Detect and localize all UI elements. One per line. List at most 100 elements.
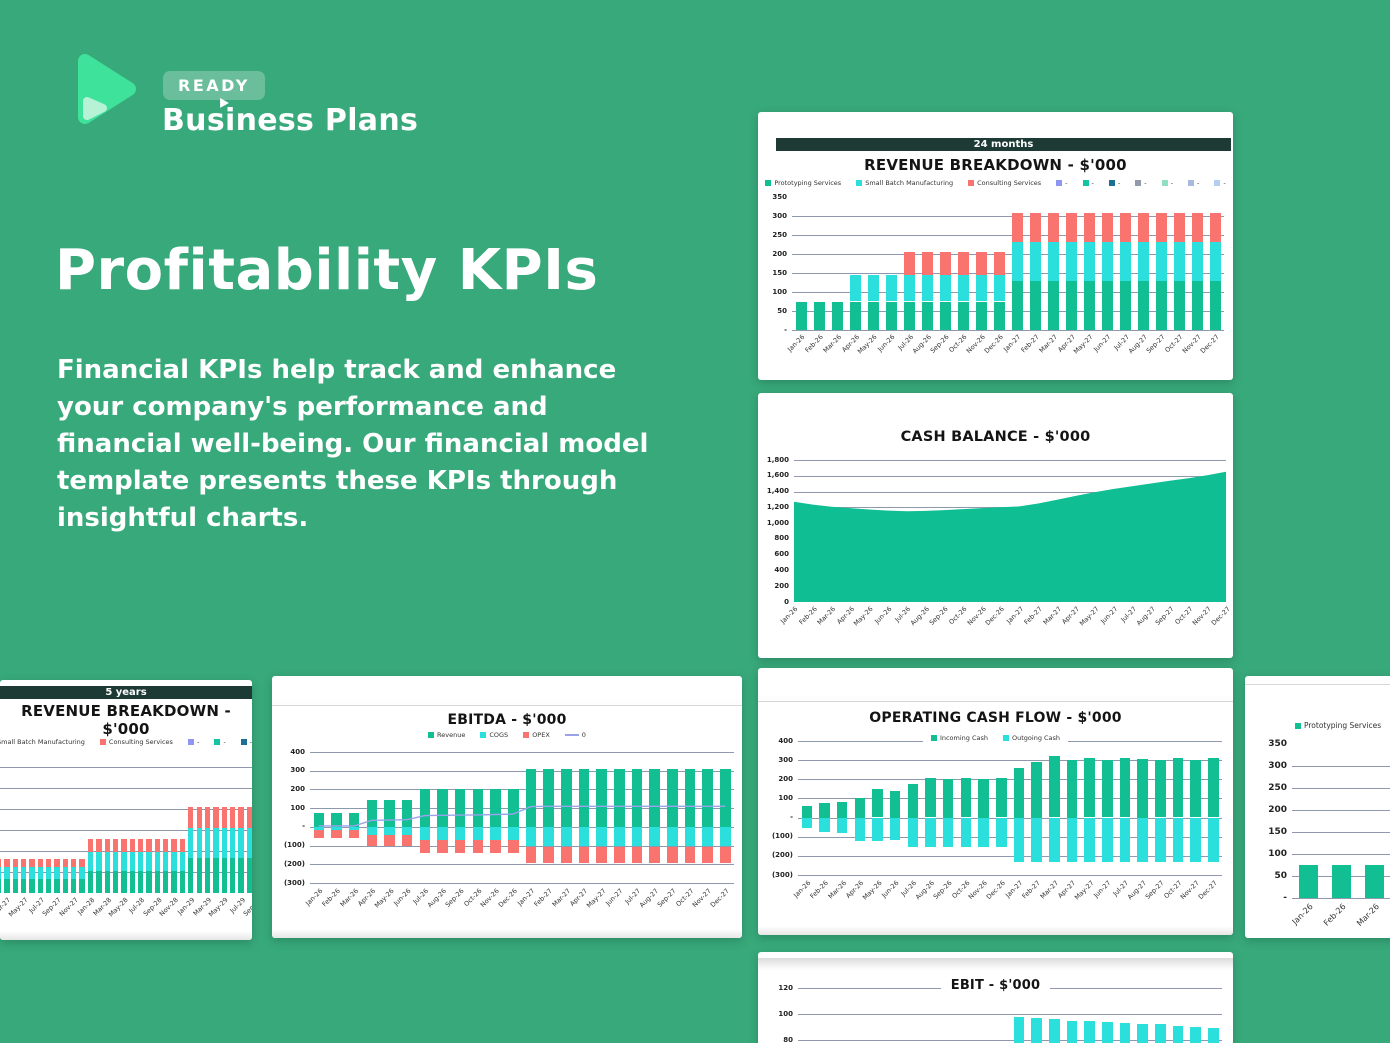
bar-segment — [1137, 758, 1148, 818]
bar-segment — [62, 867, 69, 879]
bar-segment — [112, 839, 119, 852]
bar-segment — [1137, 817, 1148, 862]
bar-segment — [1031, 1017, 1042, 1043]
bar-segment — [1173, 213, 1185, 242]
bar-segment — [836, 817, 848, 833]
panel-bottom-shade — [0, 931, 252, 940]
chart-title: REVENUE BREAKDOWN - $'000 — [21, 702, 231, 738]
bar-segment — [20, 859, 27, 867]
panel-top-shade — [758, 958, 1233, 970]
bar-segment — [854, 797, 866, 818]
gridline — [310, 752, 734, 753]
gridline — [0, 788, 252, 789]
bar-segment — [62, 878, 69, 893]
bar-segment — [129, 852, 135, 871]
bar-segment — [684, 769, 696, 827]
bar-segment — [1029, 241, 1041, 282]
y-axis-tick: 300 — [1268, 760, 1287, 771]
bar-segment — [1119, 241, 1131, 282]
bar-segment — [1155, 213, 1167, 242]
bar-segment — [104, 852, 110, 871]
brand-logo — [76, 50, 142, 132]
bar-segment — [631, 826, 643, 847]
bar-segment — [348, 812, 360, 827]
y-axis-tick: 1,800 — [766, 455, 789, 464]
bar-segment — [154, 839, 161, 852]
gridline — [310, 826, 734, 828]
bar-segment — [561, 846, 572, 864]
panel-hairline — [758, 701, 1233, 702]
bar-segment — [229, 806, 236, 828]
bar-segment — [401, 826, 413, 835]
bar-segment — [71, 878, 77, 893]
bar-segment — [1119, 817, 1131, 862]
y-axis-tick: 1,000 — [766, 518, 789, 527]
bar-segment — [238, 857, 244, 893]
bar-segment — [1190, 1027, 1201, 1043]
bar-segment — [921, 274, 933, 302]
bar-segment — [975, 301, 987, 330]
play-triangle-icon — [78, 54, 136, 124]
gridline — [792, 292, 1224, 293]
bar-segment — [87, 839, 94, 852]
y-axis-tick: 600 — [774, 550, 789, 559]
bar-segment — [163, 839, 169, 852]
legend-item: Incoming Cash — [930, 734, 988, 742]
y-axis-tick: (100) — [283, 841, 305, 850]
bar-segment — [490, 839, 501, 854]
y-axis-tick: 300 — [778, 755, 793, 764]
panel-bottom-shade — [272, 929, 742, 938]
bar-segment — [1208, 758, 1219, 818]
chart-plot-area: 400 300 200 100- (100) (200) (300) Jan-26 Feb-26… — [758, 668, 1233, 935]
bar-segment — [867, 301, 879, 330]
x-axis-label-text: Feb-26 — [1322, 902, 1348, 928]
panel-revenue-breakdown-partial: 35030025020015010050-Jan-26Feb-26Mar-26A… — [1245, 676, 1390, 938]
bar-segment — [1066, 759, 1078, 818]
bar-segment — [1172, 1025, 1184, 1043]
gridline — [792, 330, 1224, 331]
bar-segment — [384, 826, 395, 835]
bar-segment — [138, 852, 144, 871]
bar-segment — [1049, 755, 1060, 818]
bar-segment — [171, 870, 177, 893]
bar-segment — [1137, 1024, 1148, 1043]
bar-segment — [1137, 213, 1149, 242]
legend-swatch — [856, 180, 863, 186]
bar-segment — [472, 788, 484, 827]
legend-swatch — [187, 739, 194, 745]
bar-segment — [907, 817, 919, 848]
bar-segment — [921, 252, 933, 275]
bar-segment — [0, 859, 2, 867]
legend-item: - — [1214, 179, 1226, 187]
bar-segment — [1155, 281, 1167, 330]
legend-item: Consulting Services — [99, 738, 173, 746]
bar-segment — [1191, 241, 1203, 282]
bar-segment — [942, 817, 954, 848]
gridline — [1292, 854, 1390, 855]
bar-segment — [1066, 817, 1078, 862]
bar-segment — [54, 878, 60, 893]
x-axis-label-text: Nov-27 — [1180, 333, 1203, 356]
bar-segment — [684, 846, 696, 864]
bar-segment — [1191, 213, 1203, 242]
bar-segment — [1119, 1023, 1131, 1043]
bar-segment — [996, 777, 1007, 818]
y-axis-tick: 50 — [777, 306, 787, 315]
bar-segment — [939, 252, 951, 275]
x-axis-label-text: Mar-26 — [1354, 902, 1381, 928]
gridline — [798, 855, 1222, 857]
y-axis-tick: 400 — [290, 747, 305, 756]
bar-segment — [384, 834, 395, 847]
bar-segment — [121, 839, 127, 852]
gridline — [798, 779, 1222, 781]
bar-segment — [4, 867, 10, 879]
bar-segment — [1119, 213, 1131, 242]
bar-segment — [138, 839, 144, 852]
panel-bottom-shade — [758, 926, 1233, 935]
chart-legend: Prototyping Services Small Batch Manufact… — [758, 179, 1233, 187]
bar-segment — [957, 274, 969, 302]
bar-segment — [112, 870, 119, 893]
chart-title: EBIT - $'000 — [758, 977, 1233, 994]
bar-segment — [614, 769, 625, 827]
bar-segment — [171, 839, 177, 852]
